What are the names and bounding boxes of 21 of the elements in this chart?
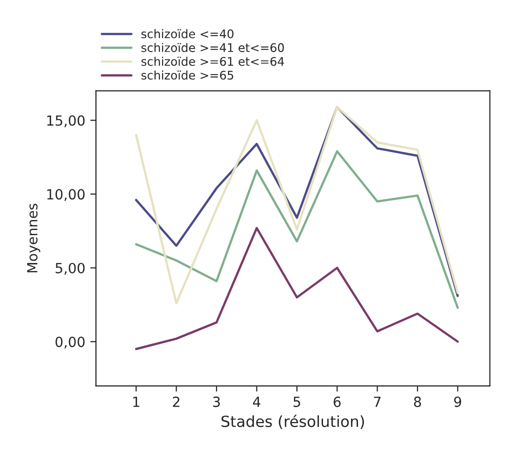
legend-label: schizoïde >=41 et<=60 (141, 42, 284, 52)
y-tick-label: 5,00 (56, 262, 85, 275)
y-tick-label: 10,00 (47, 189, 85, 201)
y-tick-label: 15,00 (47, 115, 85, 128)
x-tick-label: 7 (374, 396, 381, 407)
x-tick-label: 9 (454, 396, 462, 408)
x-tick-label: 3 (213, 396, 220, 408)
x-tick-label: 5 (294, 396, 300, 408)
x-axis-title: Stades (résolution) (222, 414, 364, 429)
x-tick-label: 4 (252, 396, 260, 407)
line-series (135, 226, 459, 350)
legend-label: schizoïde <=40 (141, 29, 234, 38)
y-tick-label: 0,00 (56, 336, 85, 349)
x-tick-label: 1 (133, 396, 140, 407)
y-axis-title: Moyennes (27, 204, 40, 272)
x-tick-label: 6 (334, 396, 341, 408)
legend-label: schizoïde >=65 (141, 70, 234, 80)
x-tick-label: 2 (172, 396, 180, 407)
x-tick-label: 8 (414, 396, 421, 408)
line-series (135, 150, 459, 309)
legend-label: schizoïde >=61 et<=64 (141, 56, 284, 66)
